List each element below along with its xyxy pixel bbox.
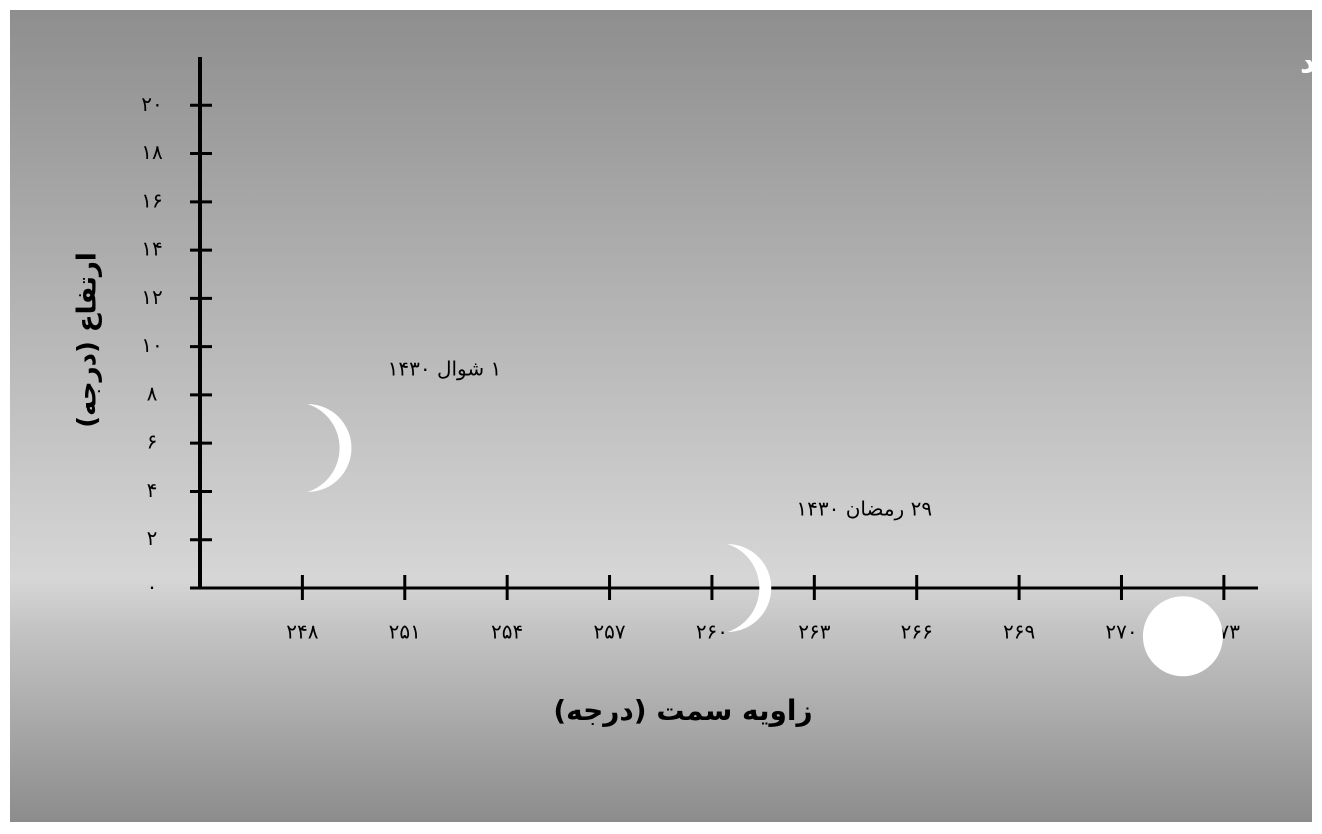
- y-tick-label: ۱۲: [141, 285, 162, 309]
- x-tick-label: ۲۵۷: [593, 620, 625, 644]
- crescent-moon: [307, 404, 352, 493]
- y-tick-label: ۴: [147, 478, 158, 502]
- x-tick-label: ۲۶۶: [901, 620, 933, 644]
- y-tick-label: ۶: [147, 430, 158, 454]
- y-axis-title: ارتفاع (درجه): [73, 252, 103, 428]
- chart-title: شهریور ۱۳۸۸؛ مشهد: [1300, 46, 1322, 81]
- y-tick-label: ۰: [147, 575, 158, 599]
- y-tick-label: ۱۸: [141, 140, 163, 164]
- x-axis-title: زاویه سمت (درجه): [553, 694, 812, 727]
- y-tick-label: ۲۰: [141, 92, 162, 116]
- y-tick-label: ۱۶: [141, 188, 162, 212]
- moon-label: ۱ شوال ۱۴۳۰: [388, 357, 502, 381]
- y-tick-label: ۱۴: [141, 237, 162, 261]
- background: [10, 10, 1312, 822]
- y-tick-label: ۲: [147, 526, 158, 550]
- x-tick-label: ۲۴۸: [286, 620, 318, 644]
- x-tick-label: ۲۶۳: [798, 620, 830, 644]
- y-tick-label: ۱۰: [141, 333, 162, 357]
- x-tick-label: ۲۶۰: [696, 620, 728, 644]
- x-tick-label: ۲۵۴: [491, 620, 523, 644]
- y-tick-label: ۸: [147, 381, 158, 405]
- x-tick-label: ۲۶۹: [1003, 620, 1035, 644]
- moon-label: ۲۹ رمضان ۱۴۳۰: [796, 497, 932, 521]
- crescent-moon: [727, 544, 772, 632]
- x-tick-label: ۲۵۱: [389, 620, 421, 644]
- sun: [1142, 596, 1223, 677]
- x-tick-label: ۲۷۰: [1105, 620, 1137, 644]
